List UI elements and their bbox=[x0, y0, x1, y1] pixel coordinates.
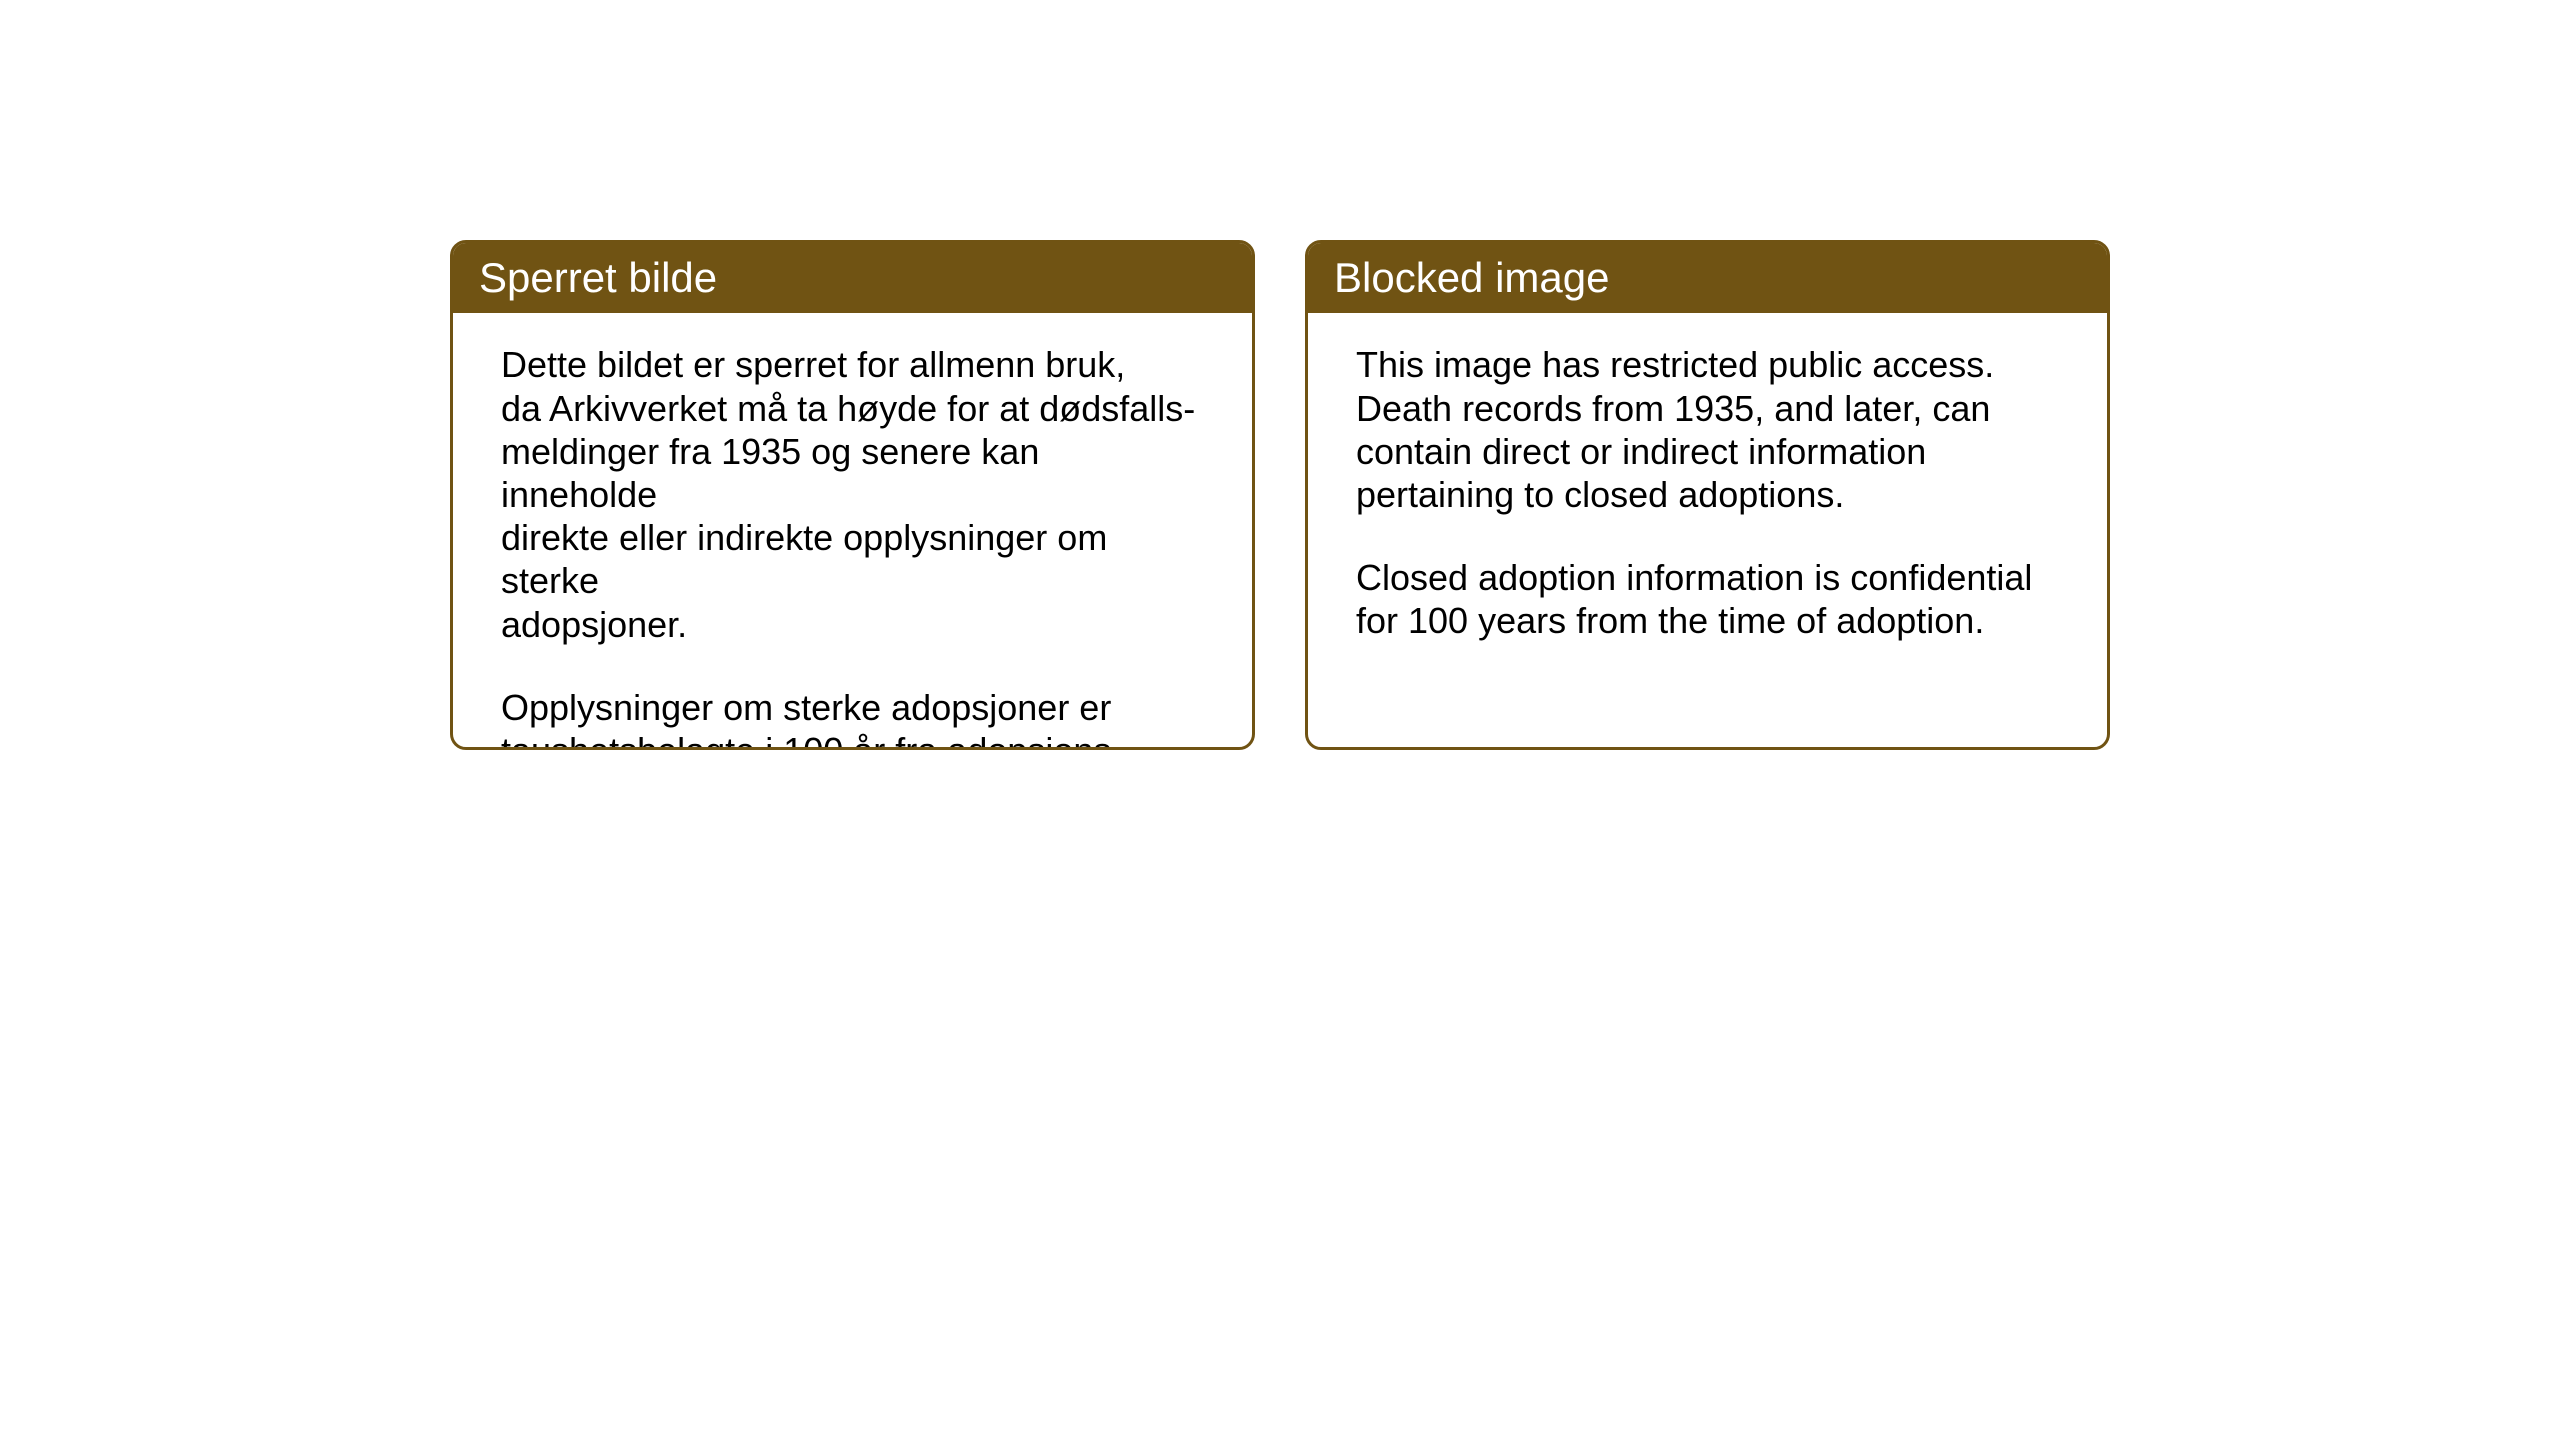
notice-body-norwegian: Dette bildet er sperret for allmenn bruk… bbox=[453, 313, 1252, 750]
notice-title-norwegian: Sperret bilde bbox=[453, 243, 1252, 313]
notice-para1-norwegian: Dette bildet er sperret for allmenn bruk… bbox=[501, 343, 1204, 645]
notice-card-norwegian: Sperret bilde Dette bildet er sperret fo… bbox=[450, 240, 1255, 750]
notice-title-english: Blocked image bbox=[1308, 243, 2107, 313]
notice-container: Sperret bilde Dette bildet er sperret fo… bbox=[0, 0, 2560, 750]
notice-card-english: Blocked image This image has restricted … bbox=[1305, 240, 2110, 750]
notice-body-english: This image has restricted public access.… bbox=[1308, 313, 2107, 672]
notice-para1-english: This image has restricted public access.… bbox=[1356, 343, 2059, 516]
notice-para2-english: Closed adoption information is confident… bbox=[1356, 556, 2059, 642]
notice-para2-norwegian: Opplysninger om sterke adopsjoner er tau… bbox=[501, 686, 1204, 750]
